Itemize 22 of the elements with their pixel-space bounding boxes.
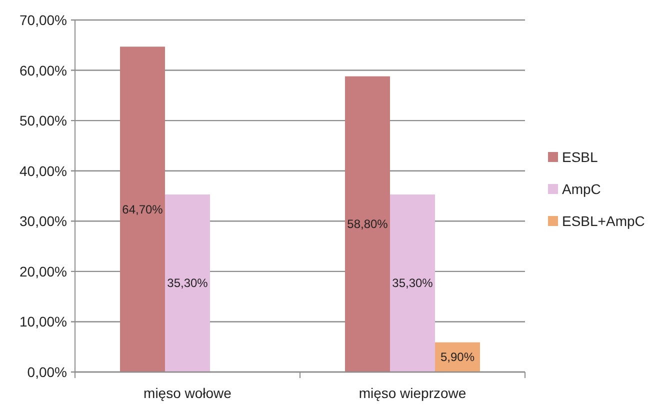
y-tick-label: 50,00% bbox=[20, 112, 67, 129]
y-tick-label: 20,00% bbox=[20, 263, 67, 280]
data-label: 5,90% bbox=[440, 350, 475, 364]
y-tick-label: 60,00% bbox=[20, 62, 67, 78]
data-label: 58,80% bbox=[347, 217, 388, 232]
y-tick-label: 40,00% bbox=[20, 162, 67, 179]
x-tick-label: mięso wołowe bbox=[144, 385, 232, 401]
bar bbox=[390, 194, 435, 372]
data-label: 35,30% bbox=[392, 276, 434, 290]
y-tick-label: 70,00% bbox=[20, 12, 67, 28]
legend-label: AmpC bbox=[562, 181, 601, 197]
bar bbox=[345, 76, 390, 372]
y-tick-label: 30,00% bbox=[20, 213, 67, 230]
x-tick-label: mięso wieprzowe bbox=[358, 385, 466, 401]
y-tick-label: 0,00% bbox=[27, 364, 67, 380]
bar bbox=[165, 194, 210, 372]
data-label: 64,70% bbox=[122, 202, 164, 216]
legend-label: ESBL+AmpC bbox=[562, 213, 645, 229]
bar bbox=[120, 46, 165, 372]
y-tick-label: 10,00% bbox=[20, 314, 67, 330]
legend-label: ESBL bbox=[562, 149, 598, 165]
data-label: 35,30% bbox=[167, 276, 208, 290]
